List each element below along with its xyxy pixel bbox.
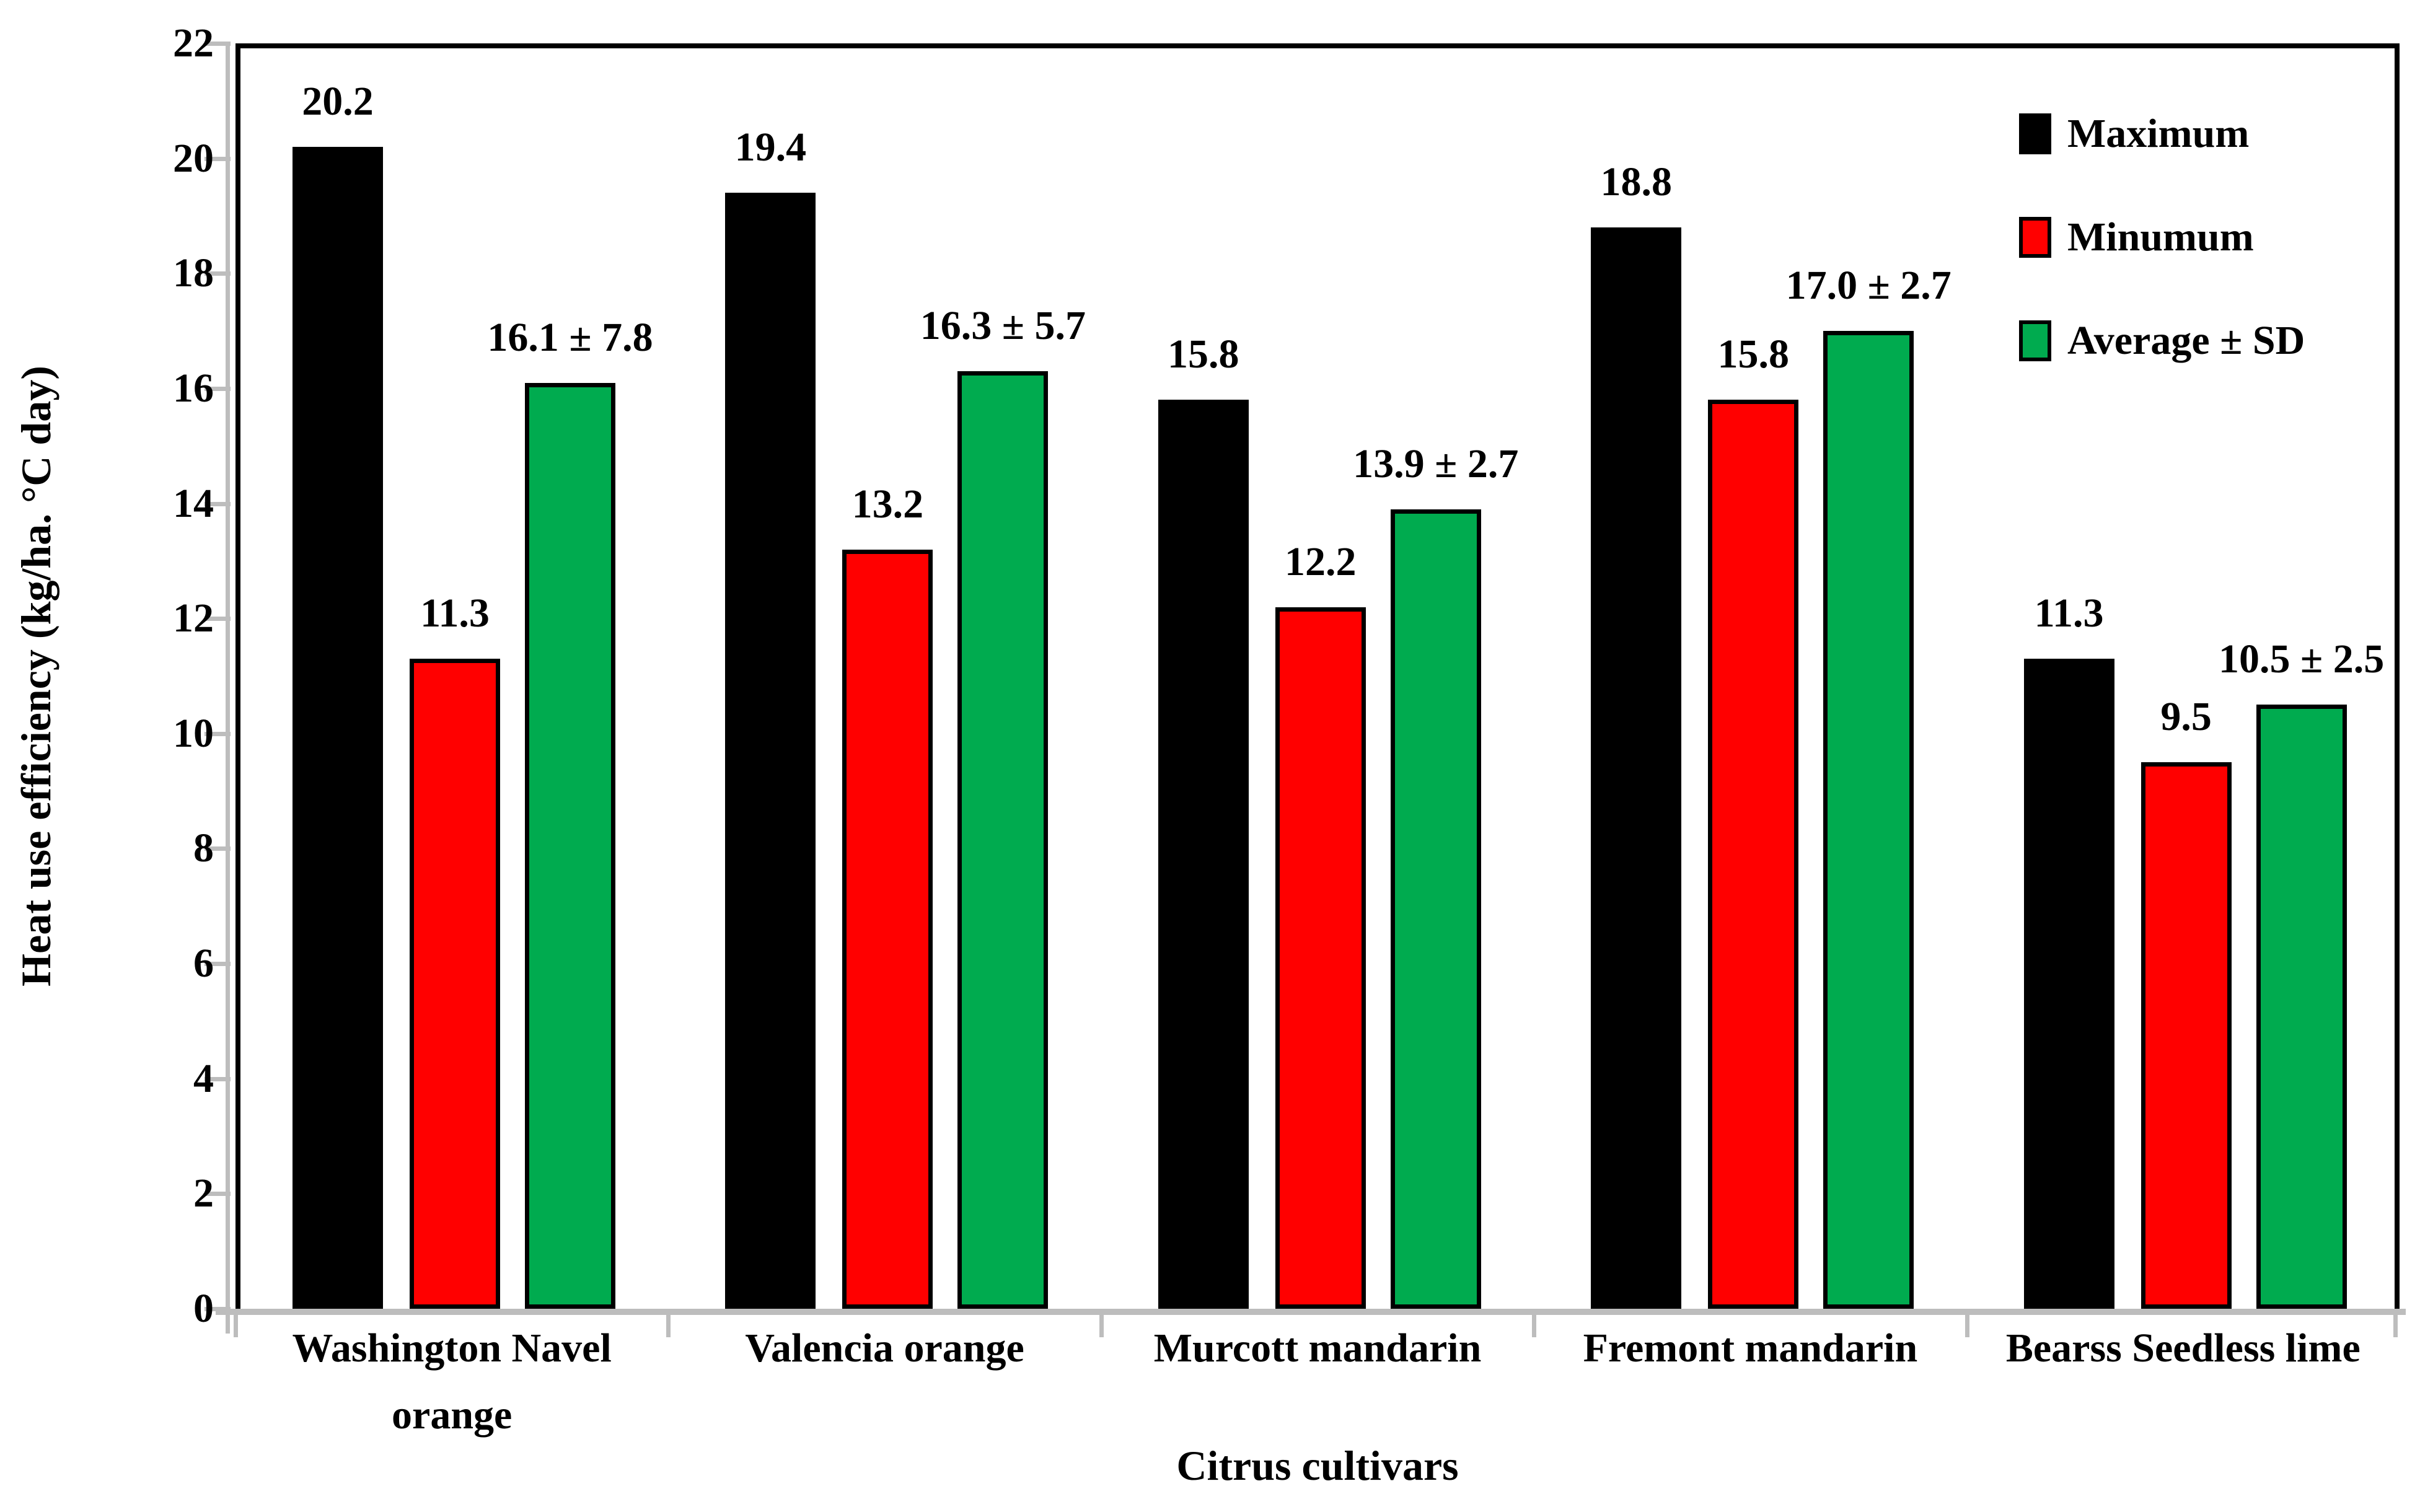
y-tick <box>205 42 231 46</box>
plot-area-frame <box>235 43 2400 1309</box>
legend-swatch-maximum-icon <box>2019 113 2051 154</box>
legend: Maximum Minumum Average ± SD <box>2019 113 2305 424</box>
y-tick-label: 2 <box>193 1171 214 1216</box>
y-tick-label: 18 <box>173 250 214 296</box>
y-tick <box>205 617 231 622</box>
y-tick-label: 8 <box>193 825 214 871</box>
y-tick-label: 14 <box>173 480 214 526</box>
legend-item-average: Average ± SD <box>2019 320 2305 361</box>
bar-2-0 <box>525 382 615 1309</box>
y-tick-label: 6 <box>193 941 214 987</box>
y-tick <box>205 386 231 391</box>
legend-swatch-average-icon <box>2019 320 2051 361</box>
bar-value-label: 13.9 ± 2.7 <box>1353 441 1519 486</box>
bar-0-0 <box>293 147 383 1309</box>
bar-0-1 <box>725 193 816 1309</box>
y-tick <box>205 501 231 506</box>
y-tick <box>205 962 231 967</box>
x-axis-title: Citrus cultivars <box>1176 1442 1459 1489</box>
x-boundary-tick <box>1965 1314 1969 1337</box>
y-tick-label: 16 <box>173 365 214 411</box>
x-boundary-tick <box>234 1314 238 1337</box>
bar-value-label: 11.3 <box>420 591 490 636</box>
bar-value-label: 19.4 <box>734 125 807 170</box>
legend-item-maximum: Maximum <box>2019 113 2305 154</box>
x-axis-line <box>216 1309 2406 1315</box>
y-tick-label: 0 <box>193 1286 214 1331</box>
bar-1-0 <box>410 659 500 1309</box>
bar-value-label: 12.2 <box>1285 538 1357 584</box>
bar-value-label: 18.8 <box>1600 159 1672 205</box>
category-label-3: Fremont mandarin <box>1583 1325 1918 1371</box>
bar-1-1 <box>842 549 933 1309</box>
x-boundary-tick <box>1099 1314 1104 1337</box>
y-tick-label: 4 <box>193 1055 214 1101</box>
category-label-0: Washington Navel orange <box>292 1325 612 1438</box>
legend-item-minimum: Minumum <box>2019 217 2305 258</box>
bar-0-2 <box>1158 400 1249 1309</box>
bar-1-4 <box>2141 762 2232 1309</box>
bar-value-label: 20.2 <box>302 79 374 125</box>
bar-value-label: 9.5 <box>2160 694 2212 740</box>
y-tick <box>205 1192 231 1197</box>
bar-2-3 <box>1823 331 1914 1309</box>
y-tick <box>205 846 231 851</box>
y-axis-title: Heat use efficiency (kg/ha. °C day) <box>12 366 59 987</box>
x-boundary-tick <box>2393 1314 2398 1337</box>
bar-value-label: 10.5 ± 2.5 <box>2218 636 2385 682</box>
bar-value-label: 15.8 <box>1717 332 1789 377</box>
x-boundary-tick <box>666 1314 671 1337</box>
y-tick <box>205 156 231 161</box>
bar-2-2 <box>1390 509 1481 1309</box>
bar-value-label: 16.3 ± 5.7 <box>920 303 1086 349</box>
y-tick-label: 10 <box>173 710 214 756</box>
y-tick <box>205 1307 231 1311</box>
category-label-4: Bearss Seedless lime <box>2005 1325 2361 1371</box>
bar-0-3 <box>1591 227 1682 1309</box>
bar-value-label: 17.0 ± 2.7 <box>1785 263 1951 309</box>
y-tick-label: 20 <box>173 135 214 181</box>
bar-1-3 <box>1708 400 1799 1309</box>
legend-label-maximum: Maximum <box>2067 111 2250 156</box>
bar-value-label: 15.8 <box>1168 332 1239 377</box>
y-tick <box>205 271 231 276</box>
y-tick <box>205 1076 231 1081</box>
x-boundary-tick <box>1532 1314 1537 1337</box>
y-axis-line <box>226 43 230 1334</box>
legend-label-minimum: Minumum <box>2067 214 2254 260</box>
category-label-1: Valencia orange <box>745 1325 1024 1371</box>
y-tick-label: 22 <box>173 20 214 66</box>
bar-value-label: 13.2 <box>851 481 924 527</box>
legend-swatch-minimum-icon <box>2019 217 2051 258</box>
y-tick <box>205 731 231 736</box>
y-tick-label: 12 <box>173 596 214 641</box>
bar-value-label: 11.3 <box>2034 591 2104 636</box>
bar-0-4 <box>2023 659 2114 1309</box>
bar-2-1 <box>957 371 1049 1309</box>
category-label-2: Murcott mandarin <box>1153 1325 1482 1371</box>
bar-value-label: 16.1 ± 7.8 <box>487 314 653 360</box>
legend-label-average: Average ± SD <box>2067 318 2305 363</box>
bar-1-2 <box>1275 607 1366 1309</box>
bar-2-4 <box>2256 705 2347 1309</box>
